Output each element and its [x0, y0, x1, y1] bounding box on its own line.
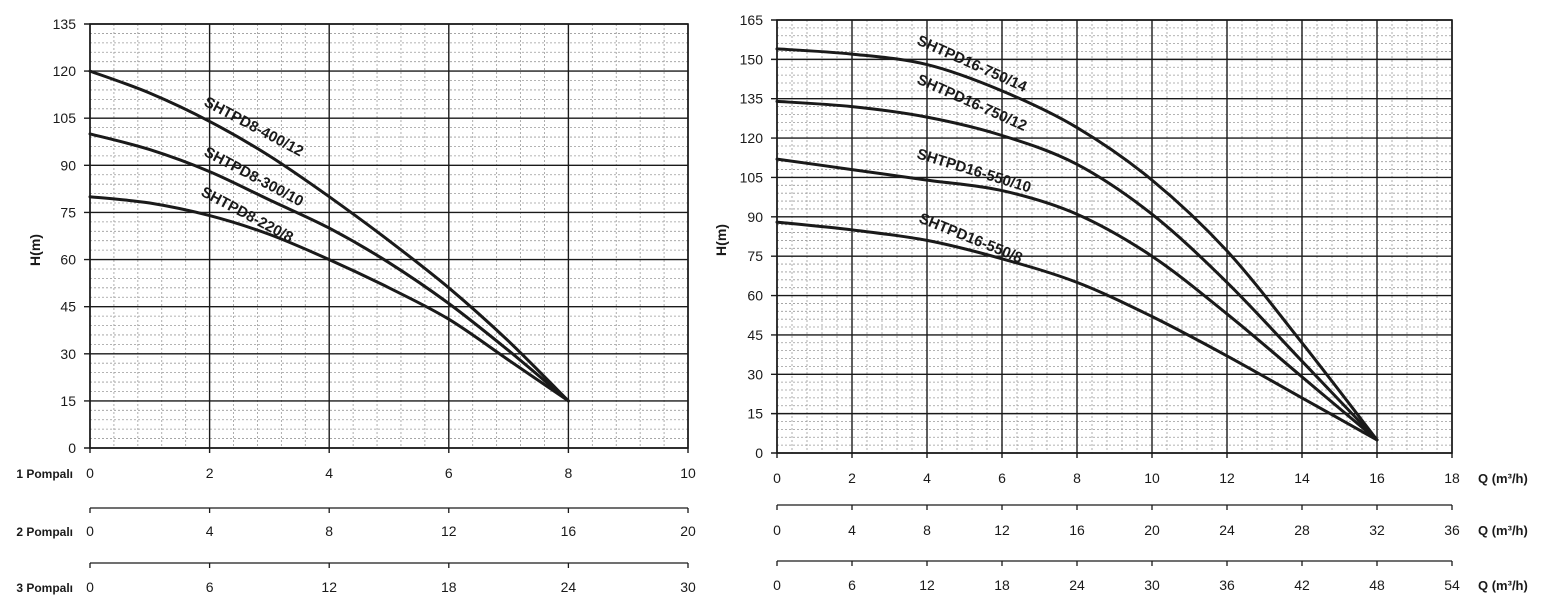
- x-tick-label: 4: [325, 465, 333, 481]
- y-tick-label: 135: [740, 91, 764, 107]
- x-tick-label: 24: [561, 579, 577, 595]
- y-axis-label: H(m): [27, 234, 43, 266]
- x-tick-label: 16: [1369, 470, 1385, 486]
- y-tick-label: 30: [747, 366, 763, 382]
- series-line: [775, 99, 1379, 442]
- x-tick-label: 0: [86, 465, 94, 481]
- pump-count-label: 3 Pompalı: [16, 581, 73, 595]
- x-tick-label: 10: [680, 465, 696, 481]
- x-tick-label: 20: [1144, 522, 1160, 538]
- x-tick-label: 18: [994, 577, 1010, 593]
- y-tick-label: 105: [53, 110, 77, 126]
- y-tick-label: 45: [60, 299, 76, 315]
- y-tick-label: 90: [747, 209, 763, 225]
- series-line: [775, 220, 1379, 442]
- y-tick-label: 15: [60, 393, 76, 409]
- x-tick-label: 12: [919, 577, 935, 593]
- y-tick-label: 0: [755, 445, 763, 461]
- y-tick-label: 15: [747, 406, 763, 422]
- plot-frame: [776, 19, 1453, 454]
- x-tick-label: 12: [441, 523, 457, 539]
- x-tick-label: 4: [848, 522, 856, 538]
- y-tick-label: 105: [740, 169, 764, 185]
- x-tick-label: 12: [321, 579, 337, 595]
- flow-unit-label: Q (m³/h): [1478, 471, 1528, 486]
- x-tick-label: 6: [206, 579, 214, 595]
- y-tick-label: 75: [60, 204, 76, 220]
- x-tick-label: 4: [206, 523, 214, 539]
- y-tick-label: 60: [747, 288, 763, 304]
- x-tick-label: 28: [1294, 522, 1310, 538]
- x-tick-label: 24: [1069, 577, 1085, 593]
- x-tick-label: 32: [1369, 522, 1385, 538]
- x-tick-label: 2: [848, 470, 856, 486]
- y-tick-label: 120: [740, 130, 764, 146]
- x-tick-label: 10: [1144, 470, 1160, 486]
- y-tick-label: 150: [740, 51, 764, 67]
- x-tick-label: 8: [565, 465, 573, 481]
- x-tick-label: 6: [998, 470, 1006, 486]
- series-line: [88, 132, 570, 403]
- plot-frame: [89, 23, 689, 449]
- x-tick-label: 36: [1444, 522, 1460, 538]
- y-tick-label: 90: [60, 157, 76, 173]
- y-tick-label: 75: [747, 248, 763, 264]
- x-tick-label: 16: [561, 523, 577, 539]
- x-tick-label: 0: [773, 470, 781, 486]
- x-tick-label: 18: [1444, 470, 1460, 486]
- x-tick-label: 8: [325, 523, 333, 539]
- x-tick-label: 24: [1219, 522, 1235, 538]
- y-tick-label: 120: [53, 63, 77, 79]
- x-tick-label: 0: [86, 523, 94, 539]
- x-tick-label: 14: [1294, 470, 1310, 486]
- x-tick-label: 30: [680, 579, 696, 595]
- x-tick-label: 36: [1219, 577, 1235, 593]
- x-tick-label: 6: [445, 465, 453, 481]
- y-tick-label: 165: [740, 12, 764, 28]
- y-axis-label: H(m): [713, 224, 729, 256]
- x-tick-label: 0: [773, 522, 781, 538]
- series-line: [775, 47, 1379, 442]
- x-tick-label: 0: [773, 577, 781, 593]
- pump-count-label: 1 Pompalı: [16, 467, 73, 481]
- series-label: SHTPD16-550/8: [917, 210, 1025, 267]
- x-tick-label: 20: [680, 523, 696, 539]
- y-tick-label: 60: [60, 252, 76, 268]
- x-tick-label: 12: [1219, 470, 1235, 486]
- pump-count-label: 2 Pompalı: [16, 525, 73, 539]
- flow-unit-label: Q (m³/h): [1478, 578, 1528, 593]
- x-tick-label: 8: [1073, 470, 1081, 486]
- x-tick-label: 4: [923, 470, 931, 486]
- x-tick-label: 18: [441, 579, 457, 595]
- series-line: [775, 157, 1379, 442]
- flow-unit-label: Q (m³/h): [1478, 523, 1528, 538]
- x-tick-label: 42: [1294, 577, 1310, 593]
- y-tick-label: 30: [60, 346, 76, 362]
- x-tick-label: 2: [206, 465, 214, 481]
- series-label: SHTPD16-550/10: [915, 146, 1033, 197]
- series-line: [88, 69, 570, 403]
- x-tick-label: 8: [923, 522, 931, 538]
- x-tick-label: 0: [86, 579, 94, 595]
- x-tick-label: 48: [1369, 577, 1385, 593]
- x-tick-label: 6: [848, 577, 856, 593]
- x-tick-label: 12: [994, 522, 1010, 538]
- y-tick-label: 135: [53, 16, 77, 32]
- x-tick-label: 16: [1069, 522, 1085, 538]
- series-line: [88, 195, 570, 403]
- x-tick-label: 30: [1144, 577, 1160, 593]
- y-tick-label: 45: [747, 327, 763, 343]
- y-tick-label: 0: [68, 440, 76, 456]
- x-tick-label: 54: [1444, 577, 1460, 593]
